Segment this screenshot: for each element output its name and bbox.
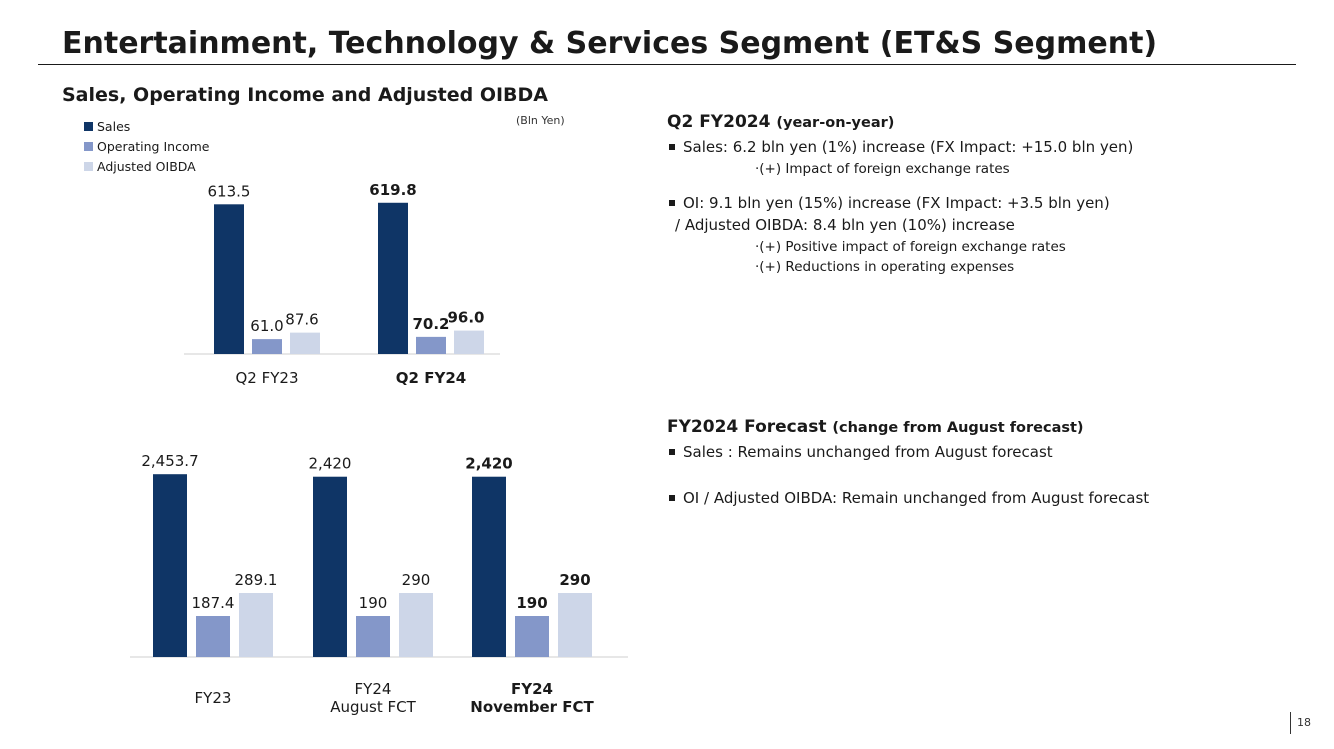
legend-swatch-adjusted-oibda xyxy=(84,161,93,171)
bullet-square-icon xyxy=(669,449,675,455)
q2-heading-text: Q2 FY2024 xyxy=(667,112,771,132)
data-label-sales-q2-fy24: 619.8 xyxy=(369,181,416,199)
q2-heading-note: (year-on-year) xyxy=(776,115,895,131)
category-label-q2-fy23-line-1: Q2 FY23 xyxy=(236,369,299,387)
forecast-oi-text: OI / Adjusted OIBDA: Remain unchanged fr… xyxy=(683,489,1150,507)
legend-swatch-sales xyxy=(84,121,93,131)
legend-item-adjusted-oibda: Adjusted OIBDA xyxy=(84,156,209,176)
legend-label-sales: Sales xyxy=(97,118,131,134)
data-label-sales-fy24-november-fct: 2,420 xyxy=(465,455,512,473)
unit-label: (Bln Yen) xyxy=(516,114,565,127)
bar-sales-q2-fy24 xyxy=(378,202,408,354)
data-label-sales-fy24-august-fct: 2,420 xyxy=(309,455,352,473)
q2-sales-text: Sales: 6.2 bln yen (1%) increase (FX Imp… xyxy=(683,138,1134,156)
bullet-square-icon xyxy=(669,200,675,206)
q2-commentary: Q2 FY2024 (year-on-year) Sales: 6.2 bln … xyxy=(667,112,1133,278)
forecast-heading-text: FY2024 Forecast xyxy=(667,417,827,437)
bar-adjusted-oibda-fy24-november-fct xyxy=(558,593,592,657)
legend-swatch-operating-income xyxy=(84,141,93,151)
bar-adjusted-oibda-fy24-august-fct xyxy=(399,593,433,657)
q2-oi-factor-1: ·(+) Positive impact of foreign exchange… xyxy=(755,239,1066,255)
q2-oi-factor-2: ·(+) Reductions in operating expenses xyxy=(755,259,1015,275)
forecast-sales-text: Sales : Remains unchanged from August fo… xyxy=(683,443,1053,461)
page-title: Entertainment, Technology & Services Seg… xyxy=(62,26,1158,61)
bar-sales-fy24-november-fct xyxy=(472,476,506,657)
bullet-square-icon xyxy=(669,495,675,501)
forecast-commentary: FY2024 Forecast (change from August fore… xyxy=(667,417,1149,509)
q2-sales-factor: ·(+) Impact of foreign exchange rates xyxy=(755,161,1010,177)
data-label-operating-income-q2-fy24: 70.2 xyxy=(412,315,449,333)
category-label-fy24-november-fct-line-2: November FCT xyxy=(470,698,594,716)
forecast-heading: FY2024 Forecast (change from August fore… xyxy=(667,417,1149,437)
page-number: 18 xyxy=(1290,712,1311,734)
chart-title: Sales, Operating Income and Adjusted OIB… xyxy=(62,84,549,106)
data-label-operating-income-fy23: 187.4 xyxy=(192,594,235,612)
data-label-operating-income-fy24-august-fct: 190 xyxy=(359,594,388,612)
data-label-operating-income-q2-fy23: 61.0 xyxy=(250,317,283,335)
category-label-q2-fy24-line-1: Q2 FY24 xyxy=(396,369,466,387)
data-label-adjusted-oibda-q2-fy24: 96.0 xyxy=(447,309,484,327)
forecast-sales-bullet: Sales : Remains unchanged from August fo… xyxy=(667,441,1149,463)
legend-item-sales: Sales xyxy=(84,116,209,136)
data-label-adjusted-oibda-q2-fy23: 87.6 xyxy=(285,311,318,329)
forecast-oi-bullet: OI / Adjusted OIBDA: Remain unchanged fr… xyxy=(667,487,1149,509)
category-label-fy24-november-fct-line-1: FY24 xyxy=(511,680,553,698)
title-divider xyxy=(38,64,1296,65)
q2-sales-bullet: Sales: 6.2 bln yen (1%) increase (FX Imp… xyxy=(667,136,1133,158)
bar-adjusted-oibda-q2-fy23 xyxy=(290,332,320,354)
bar-operating-income-fy23 xyxy=(196,616,230,657)
chart-legend: Sales Operating Income Adjusted OIBDA xyxy=(84,116,209,176)
bullet-square-icon xyxy=(669,144,675,150)
q2-oibda-text: / Adjusted OIBDA: 8.4 bln yen (10%) incr… xyxy=(675,216,1015,234)
legend-label-operating-income: Operating Income xyxy=(97,138,210,154)
data-label-adjusted-oibda-fy24-november-fct: 290 xyxy=(559,571,590,589)
data-label-adjusted-oibda-fy23: 289.1 xyxy=(235,571,278,589)
q2-oi-bullet: OI: 9.1 bln yen (15%) increase (FX Impac… xyxy=(667,192,1133,214)
legend-label-adjusted-oibda: Adjusted OIBDA xyxy=(97,158,196,174)
data-label-adjusted-oibda-fy24-august-fct: 290 xyxy=(402,571,431,589)
legend-item-operating-income: Operating Income xyxy=(84,136,209,156)
bar-sales-fy23 xyxy=(153,474,187,657)
data-label-operating-income-fy24-november-fct: 190 xyxy=(516,594,547,612)
category-label-fy24-august-fct-line-2: August FCT xyxy=(330,698,416,716)
bar-adjusted-oibda-q2-fy24 xyxy=(454,330,484,354)
q2-oi-text: OI: 9.1 bln yen (15%) increase (FX Impac… xyxy=(683,194,1110,212)
category-label-fy24-august-fct-line-1: FY24 xyxy=(355,680,392,698)
forecast-heading-note: (change from August forecast) xyxy=(832,420,1084,436)
bar-sales-q2-fy23 xyxy=(214,204,244,354)
category-label-fy23-line-1: FY23 xyxy=(195,689,232,707)
bar-sales-fy24-august-fct xyxy=(313,476,347,657)
bar-operating-income-q2-fy23 xyxy=(252,339,282,354)
q2-heading: Q2 FY2024 (year-on-year) xyxy=(667,112,1133,132)
bar-operating-income-fy24-november-fct xyxy=(515,616,549,657)
bar-operating-income-fy24-august-fct xyxy=(356,616,390,657)
data-label-sales-q2-fy23: 613.5 xyxy=(208,182,251,200)
bar-operating-income-q2-fy24 xyxy=(416,336,446,354)
bar-adjusted-oibda-fy23 xyxy=(239,593,273,657)
data-label-sales-fy23: 2,453.7 xyxy=(141,452,198,470)
